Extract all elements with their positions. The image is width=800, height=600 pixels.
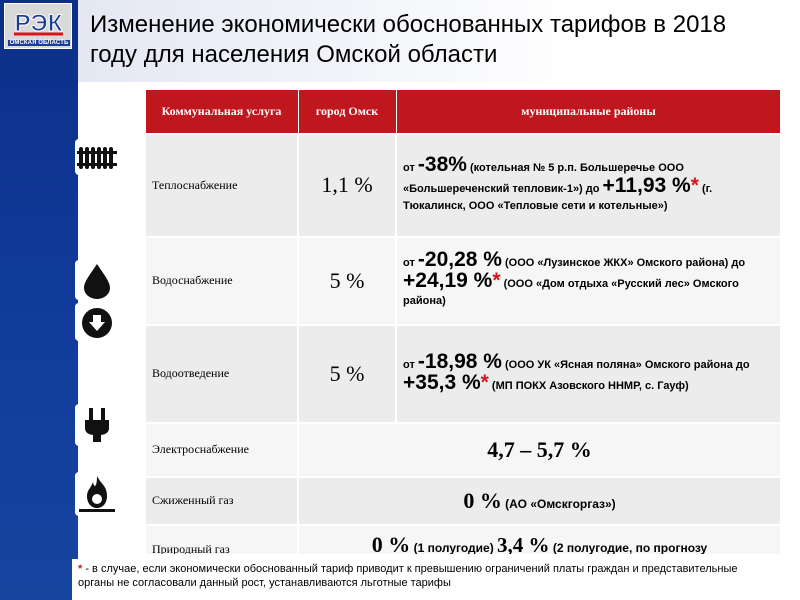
districts-value: от -38% (котельная № 5 р.п. Большеречье … bbox=[395, 132, 780, 238]
range-max-note: (ООО «Дом отдыха «Русский лес» Омского р… bbox=[403, 278, 739, 307]
footnote-text: - в случае, если экономически обоснованн… bbox=[78, 563, 738, 589]
merged-value: 4,7 – 5,7 % bbox=[297, 421, 780, 478]
range-min: -18,98 % bbox=[417, 349, 502, 373]
table-row-sewer: Водоотведение 5 % от -18,98 % (ООО УК «Я… bbox=[144, 323, 780, 424]
table-row-electric: Электроснабжение 4,7 – 5,7 % bbox=[144, 421, 780, 478]
merged-value: 0 % (1 полугодие) 3,4 % (2 полугодие, по… bbox=[297, 523, 780, 555]
range-min-note: (ООО УК «Ясная поляна» Омского района до bbox=[501, 358, 750, 371]
range-max: +11,93 % bbox=[602, 173, 691, 197]
districts-value: от -20,28 % (ООО «Лузинское ЖКХ» Омского… bbox=[395, 235, 780, 326]
water-drop-icon bbox=[75, 260, 119, 300]
table-row-heating: Теплоснабжение 1,1 % от -38% (котельная … bbox=[144, 132, 780, 238]
value-second-half: 3,4 % bbox=[497, 532, 550, 555]
rek-logo-mark: РЭК bbox=[9, 6, 68, 38]
range-min: -20,28 % bbox=[417, 248, 502, 271]
service-label: Водоотведение bbox=[144, 323, 299, 424]
service-label: Теплоснабжение bbox=[144, 132, 299, 238]
tariff-table-container: Коммунальная услуга город Омск муниципал… bbox=[144, 89, 780, 554]
logo-caption: ОМСКАЯ ОБЛАСТЬ bbox=[8, 40, 70, 46]
plug-icon bbox=[75, 404, 119, 446]
range-max-note: (г. Тюкалинск, ООО «Тепловые сети и коте… bbox=[403, 182, 713, 212]
range-max: +35,3 % bbox=[403, 370, 481, 394]
districts-value: от -18,98 % (ООО УК «Ясная поляна» Омско… bbox=[395, 323, 780, 424]
table-row-natural-gas: Природный газ 0 % (1 полугодие) 3,4 % (2… bbox=[144, 523, 780, 555]
range-min-note: (ООО «Лузинское ЖКХ» Омского района) до bbox=[501, 257, 746, 269]
drain-icon bbox=[75, 303, 119, 341]
service-label: Сжиженный газ bbox=[144, 475, 299, 526]
gas-value: 0 % bbox=[463, 487, 502, 513]
value-first-half: 0 % bbox=[371, 531, 411, 555]
note-first-half: (1 полугодие) bbox=[410, 540, 498, 555]
service-label: Природный газ bbox=[144, 523, 299, 554]
note-second-half: (2 полугодие, по прогнозу bbox=[549, 540, 708, 555]
gas-flame-icon bbox=[75, 472, 119, 516]
slide-title: Изменение экономически обоснованных тари… bbox=[90, 11, 727, 68]
range-max: +24,19 % bbox=[403, 269, 493, 292]
range-from-label: от bbox=[403, 257, 418, 269]
asterisk: * bbox=[492, 269, 501, 292]
table-row-gas: Сжиженный газ 0 % (АО «Омскгоргаз») bbox=[144, 475, 780, 526]
range-from-label: от bbox=[403, 161, 418, 174]
range-min-note: (котельная № 5 р.п. Большеречье ООО «Бол… bbox=[403, 161, 684, 195]
header-service: Коммунальная услуга bbox=[144, 89, 299, 134]
radiator-icon bbox=[75, 139, 119, 175]
table-row-water: Водоснабжение 5 % от -20,28 % (ООО «Лузи… bbox=[144, 235, 780, 326]
city-value: 5 % bbox=[297, 235, 397, 326]
table-header-row: Коммунальная услуга город Омск муниципал… bbox=[144, 89, 780, 134]
merged-value: 0 % (АО «Омскгоргаз») bbox=[297, 475, 780, 526]
asterisk: * bbox=[480, 370, 489, 394]
service-label: Электроснабжение bbox=[144, 421, 299, 478]
city-value: 5 % bbox=[297, 323, 397, 424]
rek-logo: РЭК ОМСКАЯ ОБЛАСТЬ bbox=[4, 3, 72, 49]
range-max-note: (МП ПОКХ Азовского ННМР, с. Гауф) bbox=[488, 379, 689, 392]
asterisk: * bbox=[690, 173, 699, 197]
header-city: город Омск bbox=[297, 89, 397, 134]
footnote-asterisk: * bbox=[78, 563, 83, 575]
range-from-label: от bbox=[403, 358, 418, 371]
service-label: Водоснабжение bbox=[144, 235, 299, 326]
left-sidebar: РЭК ОМСКАЯ ОБЛАСТЬ bbox=[0, 0, 78, 600]
footnote: * - в случае, если экономически обоснова… bbox=[72, 559, 780, 600]
header-districts: муниципальные районы bbox=[395, 89, 780, 134]
tariff-table: Коммунальная услуга город Омск муниципал… bbox=[144, 89, 780, 554]
gas-note: (АО «Омскгоргаз») bbox=[501, 496, 616, 511]
range-min: -38% bbox=[417, 152, 467, 176]
title-background bbox=[78, 0, 800, 82]
city-value: 1,1 % bbox=[297, 132, 397, 238]
